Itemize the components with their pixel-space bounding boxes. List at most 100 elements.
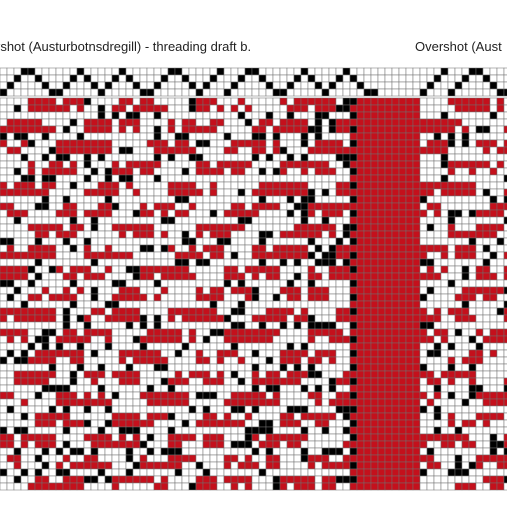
drawdown-cell (55, 286, 64, 295)
drawdown-cell (405, 195, 414, 204)
drawdown-cell (41, 405, 50, 414)
drawdown-cell (188, 328, 197, 337)
threading-cell (230, 88, 239, 97)
drawdown-cell (335, 258, 344, 267)
drawdown-cell (286, 314, 295, 323)
drawdown-cell (391, 482, 400, 491)
drawdown-cell (174, 146, 183, 155)
drawdown-cell (76, 167, 85, 176)
drawdown-cell (174, 328, 183, 337)
drawdown-cell (454, 237, 463, 246)
drawdown-cell (160, 412, 169, 421)
drawdown-cell (202, 321, 211, 330)
drawdown-cell (202, 272, 211, 281)
drawdown-cell (307, 265, 316, 274)
drawdown-cell (202, 356, 211, 365)
drawdown-cell (153, 363, 162, 372)
drawdown-cell (160, 188, 169, 197)
drawdown-cell (104, 146, 113, 155)
drawdown-cell (314, 265, 323, 274)
drawdown-cell (230, 314, 239, 323)
threading-cell (237, 74, 246, 83)
drawdown-cell (195, 132, 204, 141)
drawdown-cell (62, 405, 71, 414)
drawdown-cell (454, 461, 463, 470)
drawdown-cell (363, 377, 372, 386)
drawdown-cell (412, 433, 421, 442)
drawdown-cell (489, 454, 498, 463)
drawdown-cell (426, 461, 435, 470)
drawdown-cell (62, 356, 71, 365)
drawdown-cell (314, 272, 323, 281)
drawdown-cell (447, 237, 456, 246)
drawdown-cell (118, 216, 127, 225)
drawdown-cell (300, 370, 309, 379)
drawdown-cell (482, 475, 491, 484)
drawdown-cell (90, 321, 99, 330)
drawdown-cell (440, 454, 449, 463)
drawdown-cell (370, 272, 379, 281)
drawdown-cell (384, 111, 393, 120)
drawdown-cell (258, 209, 267, 218)
drawdown-cell (286, 272, 295, 281)
drawdown-cell (475, 97, 484, 106)
drawdown-cell (83, 104, 92, 113)
threading-cell (475, 67, 484, 76)
drawdown-cell (216, 461, 225, 470)
drawdown-cell (230, 244, 239, 253)
drawdown-cell (104, 398, 113, 407)
drawdown-cell (307, 279, 316, 288)
drawdown-cell (6, 160, 15, 169)
drawdown-cell (475, 223, 484, 232)
drawdown-cell (104, 328, 113, 337)
drawdown-cell (286, 419, 295, 428)
drawdown-cell (202, 286, 211, 295)
drawdown-cell (258, 258, 267, 267)
drawdown-cell (342, 279, 351, 288)
drawdown-cell (398, 419, 407, 428)
threading-cell (146, 81, 155, 90)
drawdown-cell (391, 244, 400, 253)
drawdown-cell (328, 160, 337, 169)
drawdown-cell (307, 363, 316, 372)
drawdown-cell (146, 195, 155, 204)
drawdown-cell (251, 146, 260, 155)
drawdown-cell (391, 195, 400, 204)
threading-cell (27, 81, 36, 90)
drawdown-cell (349, 300, 358, 309)
drawdown-cell (349, 349, 358, 358)
drawdown-cell (181, 314, 190, 323)
drawdown-cell (496, 419, 505, 428)
drawdown-cell (48, 272, 57, 281)
drawdown-cell (223, 349, 232, 358)
drawdown-cell (244, 363, 253, 372)
drawdown-cell (314, 132, 323, 141)
drawdown-cell (90, 174, 99, 183)
threading-cell (496, 67, 505, 76)
drawdown-cell (363, 223, 372, 232)
drawdown-cell (475, 237, 484, 246)
drawdown-cell (468, 328, 477, 337)
drawdown-cell (6, 328, 15, 337)
drawdown-cell (111, 412, 120, 421)
drawdown-cell (461, 426, 470, 435)
drawdown-cell (356, 223, 365, 232)
drawdown-cell (335, 97, 344, 106)
drawdown-cell (55, 384, 64, 393)
drawdown-cell (398, 237, 407, 246)
drawdown-cell (195, 475, 204, 484)
drawdown-cell (272, 391, 281, 400)
drawdown-cell (48, 398, 57, 407)
drawdown-cell (426, 265, 435, 274)
drawdown-cell (307, 461, 316, 470)
drawdown-cell (153, 174, 162, 183)
drawdown-cell (62, 286, 71, 295)
drawdown-cell (34, 223, 43, 232)
drawdown-cell (503, 286, 507, 295)
drawdown-cell (426, 370, 435, 379)
drawdown-cell (27, 293, 36, 302)
drawdown-cell (447, 223, 456, 232)
drawdown-cell (104, 482, 113, 491)
drawdown-cell (335, 167, 344, 176)
drawdown-cell (202, 300, 211, 309)
